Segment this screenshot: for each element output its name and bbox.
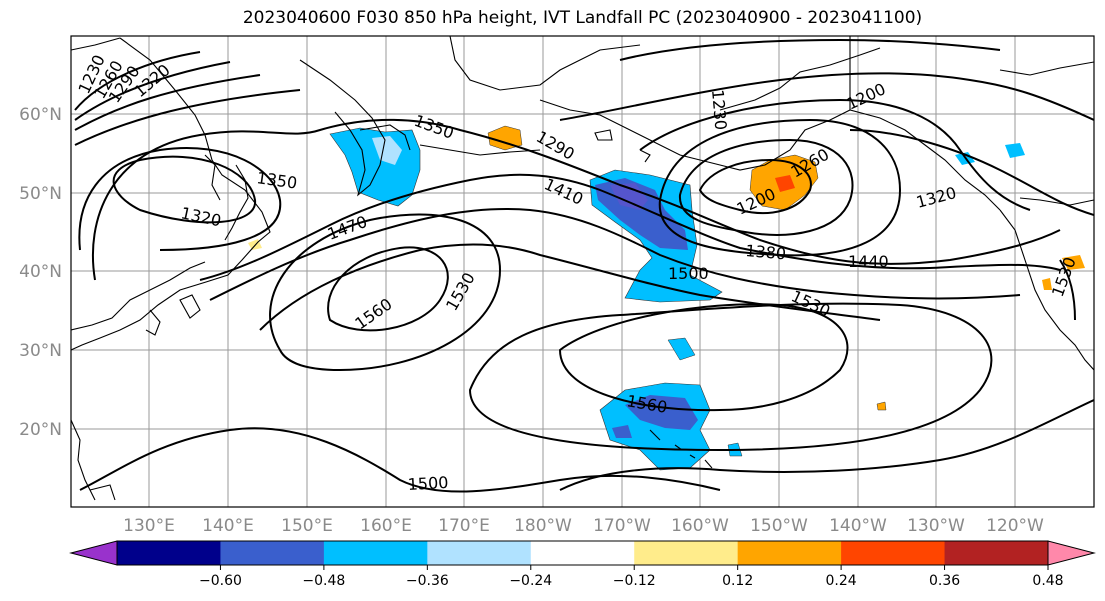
lon-label: 150°E (281, 516, 333, 536)
colorbar-tick-label: 0.36 (929, 573, 960, 589)
colorbar-extend-max (1047, 540, 1096, 566)
lon-label: 160°E (360, 516, 412, 536)
ivt-shading (248, 125, 1085, 471)
colorbar-tick-label: −0.60 (199, 573, 242, 589)
lon-label: 160°W (671, 516, 729, 536)
lat-label: 20°N (19, 420, 62, 440)
colorbar-cell (841, 541, 946, 565)
contour-label: 1230 (708, 89, 730, 131)
lon-label: 130°E (123, 516, 175, 536)
lon-label: 120°W (986, 516, 1044, 536)
colorbar-tick-label: −0.48 (302, 573, 345, 589)
lon-label: 170°E (438, 516, 490, 536)
contour-label: 1440 (848, 252, 889, 271)
colorbar-cell (220, 541, 325, 565)
longitude-labels: 130°E 140°E 150°E 160°E 170°E 180°W 170°… (123, 516, 1044, 536)
contour-label: 1500 (407, 473, 449, 494)
contour-label: 1380 (745, 241, 787, 263)
height-contours (74, 38, 1094, 493)
colorbar-tick-label: 0.12 (722, 573, 753, 589)
map-title: 2023040600 F030 850 hPa height, IVT Land… (242, 8, 923, 28)
lon-label: 170°W (593, 516, 651, 536)
latitude-labels: 60°N 50°N 40°N 30°N 20°N (19, 105, 62, 440)
lat-label: 50°N (19, 184, 62, 204)
colorbar-tick-label: −0.24 (509, 573, 552, 589)
colorbar-tick-label: 0.24 (826, 573, 857, 589)
colorbar-cell (737, 541, 842, 565)
lat-label: 60°N (19, 105, 62, 125)
contour-label: 1500 (668, 264, 709, 283)
lon-label: 140°W (829, 516, 887, 536)
lat-label: 30°N (19, 341, 62, 361)
colorbar-cell (117, 541, 221, 565)
colorbar-extend-min (69, 540, 118, 566)
colorbar-cell (530, 541, 635, 565)
colorbar-cell (427, 541, 532, 565)
colorbar: −0.60 −0.48 −0.36 −0.24 −0.12 0.12 0.24 0.36 0.4… (69, 540, 1096, 589)
lon-label: 140°E (202, 516, 254, 536)
colorbar-tick-label: −0.12 (613, 573, 656, 589)
lon-label: 150°W (750, 516, 808, 536)
colorbar-cell (634, 541, 739, 565)
map-frame (70, 35, 1095, 508)
colorbar-tick-label: 0.48 (1032, 573, 1063, 589)
colorbar-cell (944, 541, 1049, 565)
coastlines (71, 36, 1094, 501)
lon-label: 130°W (907, 516, 965, 536)
lon-label: 180°W (514, 516, 572, 536)
lat-label: 40°N (19, 262, 62, 282)
colorbar-tick-label: −0.36 (406, 573, 449, 589)
colorbar-cell (323, 541, 428, 565)
